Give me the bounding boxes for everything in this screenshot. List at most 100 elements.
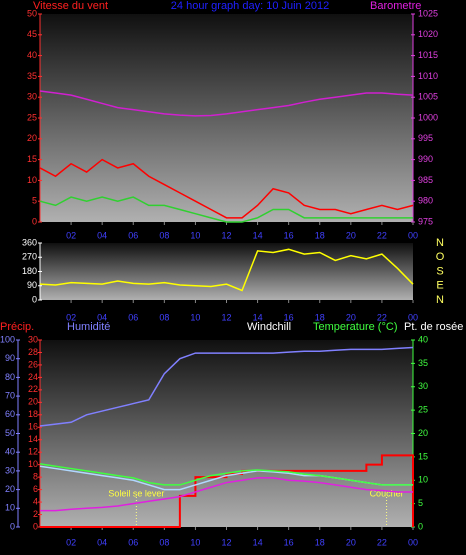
tick-label: 35	[27, 71, 37, 81]
x-tick-label: 10	[190, 312, 200, 322]
x-tick-label: 04	[97, 230, 107, 240]
x-tick-label: 10	[190, 537, 200, 547]
tick-label: 40	[27, 50, 37, 60]
tick-label: 5	[32, 196, 37, 206]
tick-label: 10	[418, 475, 428, 485]
tick-label: 70	[5, 390, 15, 400]
x-tick-label: 00	[408, 537, 418, 547]
tick-label: 16	[28, 422, 38, 432]
tick-label: 4	[33, 496, 38, 506]
tick-label: 10	[27, 175, 37, 185]
x-tick-label: 14	[253, 230, 263, 240]
tick-label: 270	[22, 252, 37, 262]
legend-entry: Humidité	[67, 321, 110, 333]
x-tick-label: 12	[221, 537, 231, 547]
x-tick-label: 18	[315, 230, 325, 240]
plot-area	[40, 14, 413, 222]
tick-label: 40	[5, 447, 15, 457]
x-tick-label: 08	[159, 230, 169, 240]
tick-label: O	[436, 251, 445, 263]
x-tick-label: 12	[221, 230, 231, 240]
tick-label: 0	[418, 521, 423, 531]
tick-label: 1010	[418, 71, 438, 81]
x-tick-label: 14	[253, 537, 263, 547]
tick-label: 15	[27, 154, 37, 164]
tick-label: 0	[33, 521, 38, 531]
tick-label: 14	[28, 434, 38, 444]
tick-label: 25	[27, 112, 37, 122]
tick-label: N	[436, 237, 444, 249]
series-line	[40, 477, 413, 512]
x-tick-label: 20	[346, 537, 356, 547]
plot-area	[40, 340, 413, 527]
x-tick-label: 16	[284, 230, 294, 240]
tick-label: 360	[22, 237, 37, 247]
tick-label: 30	[418, 381, 428, 391]
annotation: Soleil se lever	[108, 488, 164, 498]
x-tick-label: 02	[66, 230, 76, 240]
chart-title: 24 hour graph day: 10 Juin 2012	[171, 0, 329, 12]
tick-label: 45	[27, 29, 37, 39]
x-tick-label: 18	[315, 312, 325, 322]
legend-entry: Précip.	[0, 321, 34, 333]
tick-label: 0	[32, 216, 37, 226]
tick-label: 6	[33, 484, 38, 494]
tick-label: 2	[33, 509, 38, 519]
x-tick-label: 16	[284, 537, 294, 547]
tick-label: 30	[27, 92, 37, 102]
x-tick-label: 06	[128, 537, 138, 547]
plot-area	[40, 243, 413, 300]
x-tick-label: 20	[346, 312, 356, 322]
tick-label: 1005	[418, 92, 438, 102]
tick-label: 35	[418, 358, 428, 368]
tick-label: 28	[28, 347, 38, 357]
tick-label: 1015	[418, 50, 438, 60]
legend-entry: Pt. de rosée	[404, 321, 463, 333]
x-tick-label: 18	[315, 537, 325, 547]
legend-entry: Temperature (°C)	[313, 321, 397, 333]
tick-label: 15	[418, 451, 428, 461]
tick-label: 975	[418, 216, 433, 226]
x-tick-label: 10	[190, 230, 200, 240]
tick-label: 80	[5, 372, 15, 382]
x-tick-label: 08	[159, 537, 169, 547]
tick-label: 990	[418, 154, 433, 164]
tick-label: 180	[22, 266, 37, 276]
x-tick-label: 00	[408, 312, 418, 322]
tick-label: 1000	[418, 112, 438, 122]
tick-label: 1025	[418, 8, 438, 18]
tick-label: 50	[27, 8, 37, 18]
tick-label: 985	[418, 175, 433, 185]
x-tick-label: 02	[66, 537, 76, 547]
legend-entry: Barometre	[370, 0, 421, 12]
x-tick-label: 06	[128, 230, 138, 240]
tick-label: 50	[5, 428, 15, 438]
tick-label: 20	[5, 484, 15, 494]
tick-label: 90	[27, 280, 37, 290]
tick-label: E	[436, 280, 443, 292]
tick-label: 0	[32, 294, 37, 304]
tick-label: 25	[418, 405, 428, 415]
tick-label: 26	[28, 359, 38, 369]
tick-label: S	[436, 265, 443, 277]
x-tick-label: 20	[346, 230, 356, 240]
tick-label: 20	[27, 133, 37, 143]
tick-label: 0	[10, 521, 15, 531]
series-line	[39, 158, 414, 219]
x-tick-label: 22	[377, 230, 387, 240]
tick-label: N	[436, 294, 444, 306]
series-line	[39, 248, 414, 292]
tick-label: 22	[28, 384, 38, 394]
annotation: Coucher	[370, 488, 404, 498]
x-tick-label: 14	[253, 312, 263, 322]
tick-label: 1020	[418, 29, 438, 39]
tick-label: 20	[28, 397, 38, 407]
x-tick-label: 04	[97, 537, 107, 547]
series-line	[39, 346, 414, 427]
series-line	[39, 463, 413, 486]
legend-entry: Windchill	[247, 321, 291, 333]
tick-label: 40	[418, 334, 428, 344]
x-tick-label: 22	[377, 312, 387, 322]
tick-label: 24	[28, 372, 38, 382]
